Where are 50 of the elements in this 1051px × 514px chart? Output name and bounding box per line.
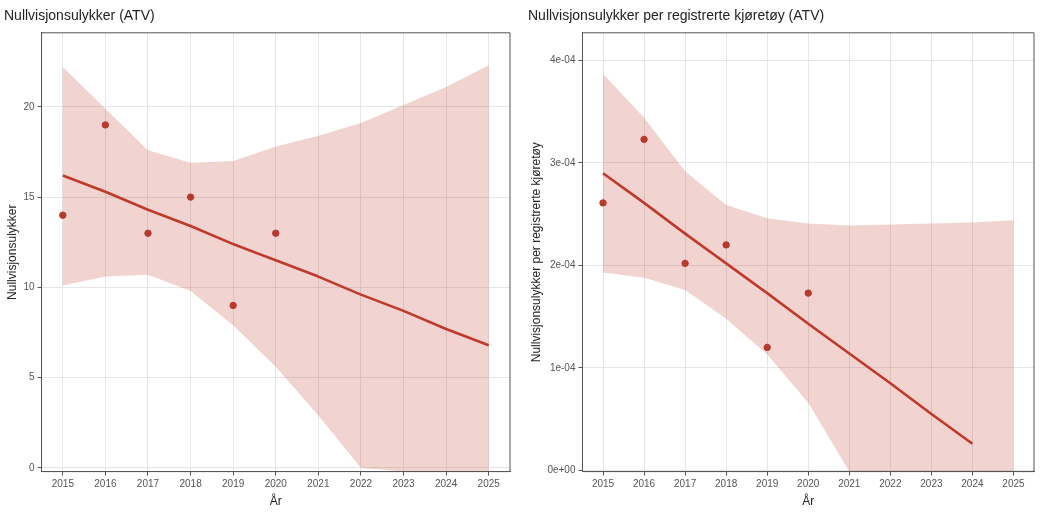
- y-axis-title: Nullvisjonsulykker per registrerte kjøretøy: [528, 142, 543, 363]
- x-tick-label: 2018: [715, 478, 738, 490]
- x-tick-label: 2020: [264, 478, 288, 490]
- x-tick-label: 2024: [434, 478, 458, 490]
- x-tick-label: 2015: [51, 478, 75, 490]
- x-tick-label: 2016: [94, 478, 117, 490]
- x-tick-label: 2018: [179, 478, 203, 490]
- point: [722, 241, 730, 249]
- y-tick-label: 10: [23, 281, 35, 293]
- point: [186, 193, 195, 201]
- x-tick-label: 2023: [920, 478, 943, 490]
- x-tick-label: 2025: [477, 478, 501, 490]
- x-tick-label: 2017: [136, 478, 160, 490]
- point: [59, 211, 67, 219]
- x-tick-label: 2023: [392, 478, 416, 490]
- chart-title: Nullvisjonsulykker per registrerte kjøretøy (ATV): [528, 7, 825, 24]
- y-tick-label: 0e+00: [547, 464, 576, 476]
- point: [804, 289, 812, 297]
- y-tick-label: 1e-04: [549, 361, 576, 373]
- x-tick-label: 2015: [591, 478, 615, 490]
- y-tick-label: 2e-04: [549, 259, 576, 271]
- y-tick-label: 20: [23, 100, 35, 112]
- x-tick-label: 2021: [307, 478, 330, 490]
- x-tick-label: 2017: [673, 478, 697, 490]
- x-tick-label: 2025: [1002, 478, 1026, 490]
- x-tick-label: 2024: [961, 478, 984, 490]
- y-tick-label: 0: [28, 461, 35, 473]
- x-tick-label: 2019: [222, 478, 245, 490]
- y-tick-label: 3e-04: [549, 156, 576, 168]
- y-tick-label: 4e-04: [549, 54, 576, 66]
- x-axis-title: År: [802, 493, 815, 509]
- point: [599, 199, 607, 207]
- x-tick-label: 2022: [349, 478, 373, 490]
- x-axis-title: År: [269, 493, 282, 509]
- x-tick-label: 2016: [632, 478, 656, 490]
- x-tick-label: 2022: [879, 478, 902, 490]
- x-tick-label: 2019: [756, 478, 779, 490]
- point: [272, 229, 280, 237]
- y-tick-label: 15: [23, 190, 35, 202]
- point: [640, 135, 648, 144]
- y-tick-label: 5: [28, 371, 35, 383]
- point: [681, 259, 689, 268]
- chart-title: Nullvisjonsulykker (ATV): [4, 7, 155, 24]
- x-tick-label: 2020: [797, 478, 820, 490]
- point: [229, 301, 237, 310]
- point: [763, 343, 771, 352]
- point: [101, 121, 110, 129]
- point: [144, 229, 152, 237]
- y-axis-title: Nullvisjonsulykker: [4, 204, 19, 300]
- x-tick-label: 2021: [838, 478, 861, 490]
